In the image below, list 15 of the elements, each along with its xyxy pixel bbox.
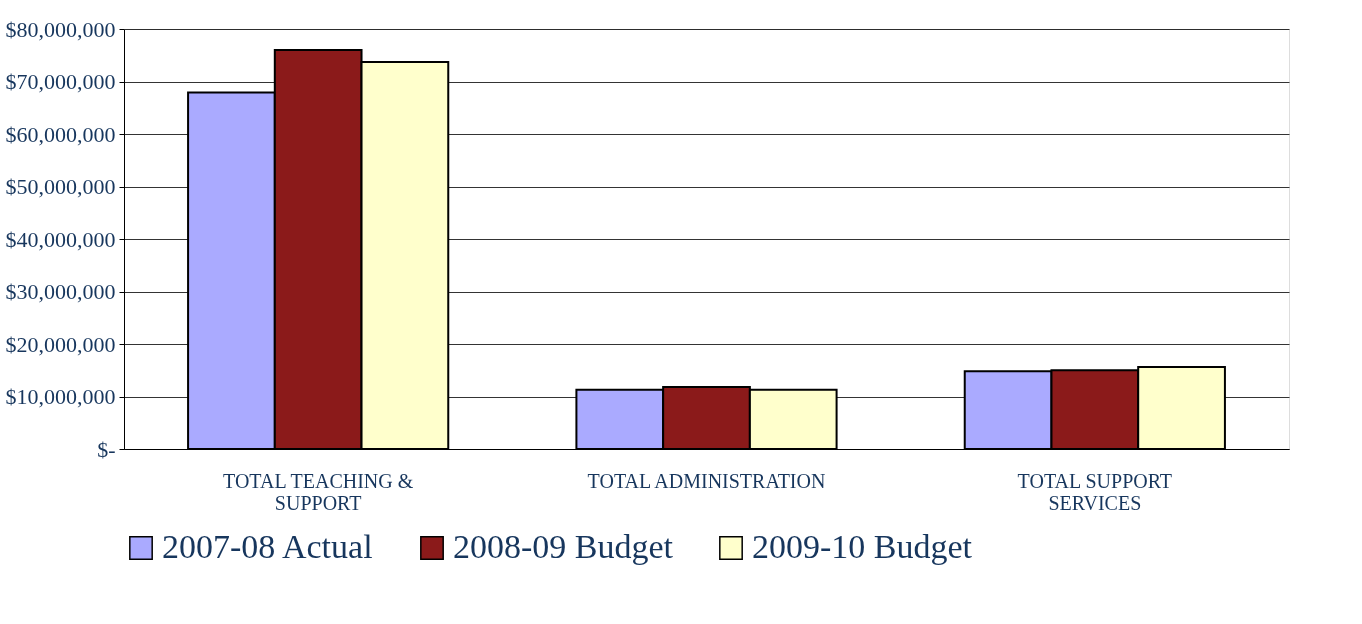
y-tick-label: $50,000,000 [5,174,116,199]
y-tick-label: $10,000,000 [5,384,116,409]
y-tick-label: $70,000,000 [5,69,116,94]
y-tick-label: $30,000,000 [5,279,116,304]
legend-label: 2008-09 Budget [453,528,674,565]
y-tick-label: $80,000,000 [5,16,116,42]
y-tick-label: $20,000,000 [5,331,116,357]
y-tick-label: $40,000,000 [5,226,116,252]
y-tick-label: $- [97,436,116,462]
legend-label: 2009-10 Budget [752,528,973,565]
x-tick-label: TOTAL ADMINISTRATION [587,469,826,492]
x-tick-label: TOTAL SUPPORT SERVICES [1017,469,1173,514]
x-tick-label: TOTAL TEACHING & SUPPORT [223,469,414,514]
legend-label: 2007-08 Actual [162,528,373,565]
y-tick-label: $60,000,000 [5,121,116,147]
